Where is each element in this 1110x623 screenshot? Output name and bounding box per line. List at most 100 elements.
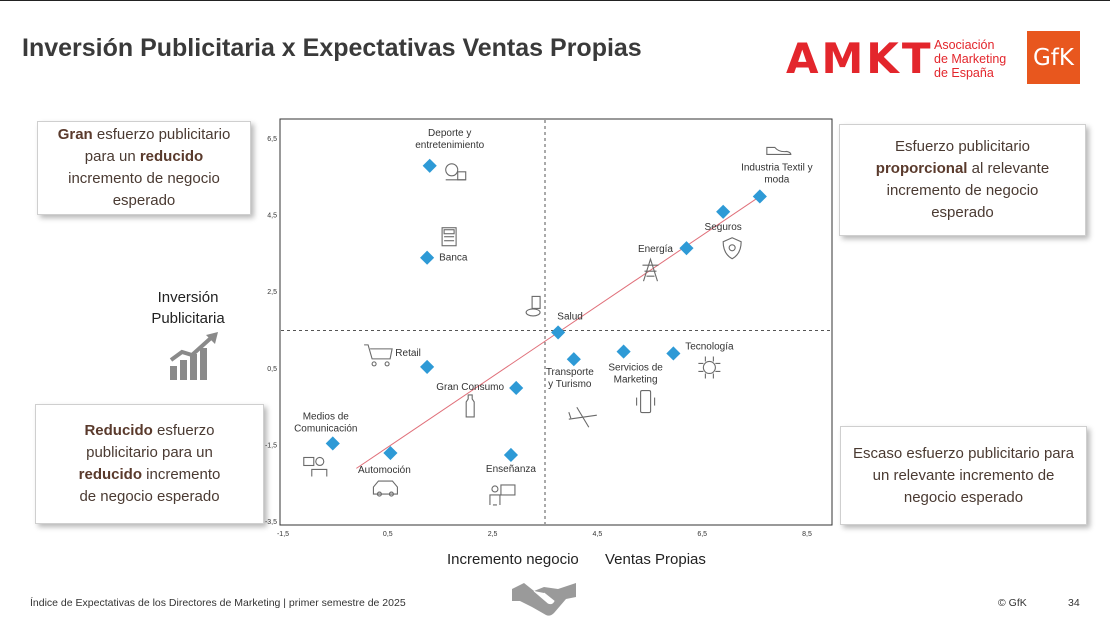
point-label-line: entretenimiento xyxy=(415,140,484,151)
top-rule xyxy=(0,0,1110,1)
point-label-line: Marketing xyxy=(614,375,658,386)
shopping-cart-icon xyxy=(364,344,393,367)
point-ensenanza xyxy=(503,447,519,463)
bottle-icon xyxy=(465,394,475,418)
y-tick-label: -3,5 xyxy=(265,519,277,526)
point-seguros xyxy=(716,204,731,219)
point-label-salud: Salud xyxy=(557,311,583,322)
callout-top-left: Gran esfuerzo publicitario para un reduc… xyxy=(37,121,251,215)
point-label-line: y Turismo xyxy=(548,379,592,390)
point-servicios-de-marketing xyxy=(616,344,631,359)
point-label-tecnologia: Tecnología xyxy=(685,341,734,352)
x-tick-label: 6,5 xyxy=(697,531,707,538)
x-tick-label: 8,5 xyxy=(802,531,812,538)
point-label-banca: Banca xyxy=(439,253,468,264)
cart-wheel xyxy=(371,361,377,367)
x-tick-label: -1,5 xyxy=(277,531,289,538)
point-label-line: Gran Consumo xyxy=(436,382,504,393)
phone-body xyxy=(640,390,652,414)
chip-pins xyxy=(698,356,721,379)
person-head xyxy=(315,456,325,467)
pill-shape xyxy=(525,308,541,317)
football-icon xyxy=(445,163,467,181)
point-label-line: Banca xyxy=(439,253,468,264)
teacher-head xyxy=(491,485,499,493)
point-label-retail: Retail xyxy=(395,348,421,359)
callout-bottom-left: Reducido esfuerzo publicitario para un r… xyxy=(35,404,264,524)
y-tick-label: 4,5 xyxy=(267,213,277,220)
plane-shape xyxy=(568,406,597,428)
point-label-transporte-y-turismo: Transporte y Turismo xyxy=(546,367,594,390)
point-energia xyxy=(679,241,694,256)
callout-bottom-right: Escaso esfuerzo publicitario para un rel… xyxy=(840,426,1087,525)
chip-icon xyxy=(698,356,721,379)
point-medios-de-comunicacion xyxy=(325,436,340,451)
page-number: 34 xyxy=(1068,597,1080,609)
y-tick-label: -1,5 xyxy=(265,442,277,449)
point-label-line: Comunicación xyxy=(294,423,357,434)
callout-bold: proporcional xyxy=(875,160,968,177)
shield-shape xyxy=(722,237,742,260)
table-shape xyxy=(457,171,467,181)
cart-wheel xyxy=(384,361,390,367)
handshake-icon xyxy=(512,583,576,616)
point-tecnologia xyxy=(666,346,681,361)
point-deporte-y-entretenimiento xyxy=(422,158,437,173)
gfk-logo-text: GfK xyxy=(1032,44,1074,71)
medicine-icon xyxy=(525,295,541,317)
chip-core xyxy=(702,360,716,375)
point-label-line: Salud xyxy=(557,311,583,322)
footer-source: Índice de Expectativas de los Directores… xyxy=(30,597,406,609)
car-wheel xyxy=(388,491,394,497)
point-salud xyxy=(551,325,566,340)
point-label-line: Retail xyxy=(395,348,421,359)
airplane-icon xyxy=(568,406,597,428)
shoe-shape xyxy=(766,146,792,155)
point-label-gran-consumo: Gran Consumo xyxy=(436,382,504,393)
point-label-line: Servicios de xyxy=(608,363,663,374)
point-label-line: Enseñanza xyxy=(486,464,536,475)
cart-body xyxy=(364,344,393,360)
screen-shape xyxy=(303,456,315,467)
y-tick-label: 0,5 xyxy=(267,366,277,373)
callout-bold: reducido xyxy=(78,466,142,483)
point-automocion xyxy=(383,445,398,461)
calculator-icon xyxy=(441,227,457,247)
callout-bold: Gran xyxy=(57,126,93,143)
media-icon xyxy=(303,456,328,477)
point-label-line: Seguros xyxy=(705,222,742,233)
callout-text: esfuerzo publicitario para un xyxy=(86,422,215,461)
amkt-name-line: Asociación xyxy=(934,38,995,52)
x-tick-label: 4,5 xyxy=(593,531,603,538)
person-body xyxy=(311,468,328,477)
callout-text: Escaso esfuerzo publicitario para un rel… xyxy=(853,444,1074,506)
callout-bold: Reducido xyxy=(84,422,153,439)
footer-copyright: © GfK xyxy=(998,597,1027,609)
amkt-name-line: de España xyxy=(934,66,994,80)
amkt-name-line: de Marketing xyxy=(934,52,1007,66)
point-label-seguros: Seguros xyxy=(705,222,742,233)
power-tower-icon xyxy=(642,257,659,282)
y-axis-title: Inversión Publicitaria xyxy=(151,289,225,327)
calc-screen xyxy=(443,229,455,235)
point-label-energia: Energía xyxy=(638,244,673,255)
car-icon xyxy=(372,480,398,497)
point-label-line: Deporte y xyxy=(428,128,471,139)
point-label-industria-textil-y-moda: Industria Textil y moda xyxy=(741,162,813,185)
callout-top-right: Esfuerzo publicitario proporcional al re… xyxy=(839,124,1086,236)
y-tick-label: 2,5 xyxy=(267,289,277,296)
teacher-icon xyxy=(489,484,516,506)
point-gran-consumo xyxy=(509,380,524,396)
point-label-automocion: Automoción xyxy=(358,465,411,476)
callout-bold: reducido xyxy=(139,148,204,165)
smartphone-icon xyxy=(636,390,656,414)
teacher-body xyxy=(489,494,501,506)
calc-body xyxy=(441,227,457,247)
amkt-name: Asociación de Marketing de España xyxy=(934,38,1006,80)
point-industria-textil-y-moda xyxy=(752,189,767,204)
point-label-deporte-y-entretenimiento: Deporte y entretenimiento xyxy=(415,128,484,151)
point-label-line: Transporte xyxy=(546,367,594,378)
point-banca xyxy=(420,250,435,265)
x-tick-label: 0,5 xyxy=(383,531,393,538)
tower-shape xyxy=(642,257,659,282)
